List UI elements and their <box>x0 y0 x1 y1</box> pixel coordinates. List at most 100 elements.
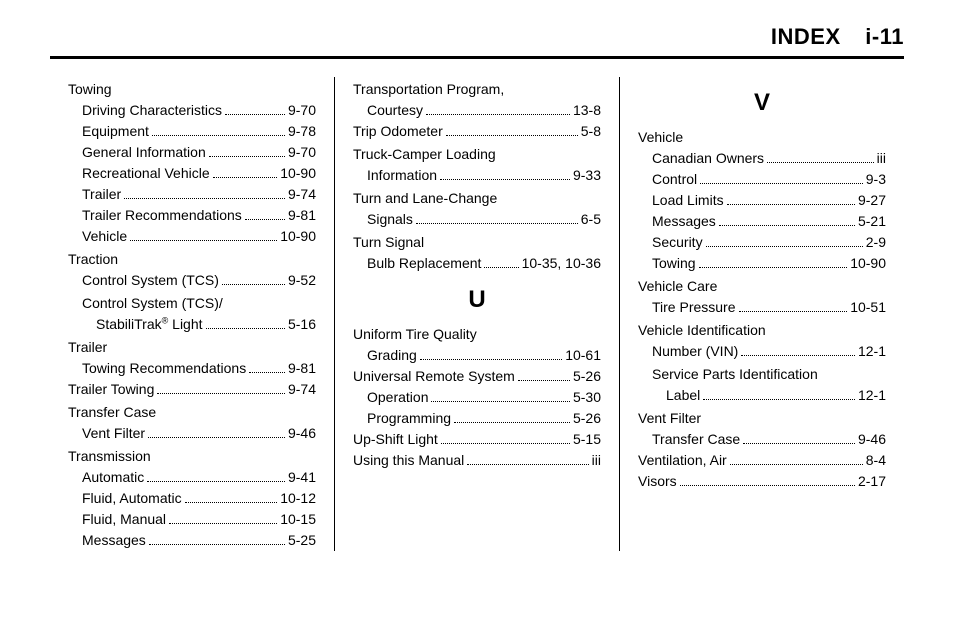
index-group-head: Service Parts Identification <box>638 364 886 385</box>
index-group-head: Vehicle <box>638 127 886 148</box>
leader-dots <box>703 399 855 400</box>
index-group-head: Truck-Camper Loading <box>353 144 601 165</box>
index-entry-label: Label <box>666 385 700 406</box>
index-entry-page: 10-61 <box>565 345 601 366</box>
leader-dots <box>484 267 518 268</box>
index-entry-page: 5-26 <box>573 366 601 387</box>
index-entry-page: 10-12 <box>280 488 316 509</box>
index-entry: General Information 9-70 <box>68 142 316 163</box>
index-entry-label: Recreational Vehicle <box>82 163 210 184</box>
index-entry: Ventilation, Air8-4 <box>638 450 886 471</box>
index-entry: Trailer9-74 <box>68 184 316 205</box>
index-entry: Messages5-21 <box>638 211 886 232</box>
index-entry-label: Visors <box>638 471 677 492</box>
leader-dots <box>149 544 285 545</box>
index-entry-label: Tire Pressure <box>652 297 736 318</box>
leader-dots <box>130 240 277 241</box>
index-entry-page: 9-70 <box>288 142 316 163</box>
index-entry: Vent Filter9-46 <box>68 423 316 444</box>
index-entry-page: 13-8 <box>573 100 601 121</box>
leader-dots <box>209 156 285 157</box>
index-entry-page: 10-15 <box>280 509 316 530</box>
index-group-head: Vent Filter <box>638 408 886 429</box>
index-entry-label: Vehicle <box>82 226 127 247</box>
leader-dots <box>727 204 855 205</box>
index-entry-page: 9-74 <box>288 184 316 205</box>
index-entry: Towing Recommendations 9-81 <box>68 358 316 379</box>
index-entry: Universal Remote System5-26 <box>353 366 601 387</box>
index-entry-page: 9-41 <box>288 467 316 488</box>
index-entry-page: 9-3 <box>866 169 886 190</box>
index-entry: Tire Pressure10-51 <box>638 297 886 318</box>
index-entry-label: Information <box>367 165 437 186</box>
index-entry-label: Signals <box>367 209 413 230</box>
index-group-head: Vehicle Care <box>638 276 886 297</box>
index-entry-page: 5-8 <box>581 121 601 142</box>
leader-dots <box>741 355 855 356</box>
index-entry: Trip Odometer 5-8 <box>353 121 601 142</box>
index-entry-label: Programming <box>367 408 451 429</box>
leader-dots <box>706 246 863 247</box>
index-entry-label: Equipment <box>82 121 149 142</box>
index-entry-label: Control System (TCS) <box>82 270 219 291</box>
index-group-head: Transportation Program, <box>353 79 601 100</box>
index-entry-page: 2-9 <box>866 232 886 253</box>
index-entry: Fluid, Manual10-15 <box>68 509 316 530</box>
index-entry-label: StabiliTrak® Light <box>96 314 203 335</box>
leader-dots <box>225 114 285 115</box>
index-entry-label: Grading <box>367 345 417 366</box>
index-entry: Information9-33 <box>353 165 601 186</box>
leader-dots <box>148 437 285 438</box>
leader-dots <box>213 177 278 178</box>
index-entry-page: 5-15 <box>573 429 601 450</box>
index-entry-page: 9-74 <box>288 379 316 400</box>
index-entry: Courtesy 13-8 <box>353 100 601 121</box>
leader-dots <box>426 114 570 115</box>
page-header: INDEX i-11 <box>50 24 904 59</box>
index-entry-page: 5-16 <box>288 314 316 335</box>
header-index-label: INDEX <box>771 24 841 49</box>
index-entry-page: 2-17 <box>858 471 886 492</box>
index-entry-page: 12-1 <box>858 341 886 362</box>
index-entry-label: Vent Filter <box>82 423 145 444</box>
header-page-number: i-11 <box>865 24 904 49</box>
index-entry-label: Bulb Replacement <box>367 253 481 274</box>
leader-dots <box>185 502 278 503</box>
index-entry-page: 9-81 <box>288 358 316 379</box>
index-entry-page: 10-35, 10-36 <box>522 253 601 274</box>
index-entry-label: Towing Recommendations <box>82 358 246 379</box>
index-entry-label: Trailer Towing <box>68 379 154 400</box>
index-entry-label: General Information <box>82 142 206 163</box>
index-column-3: VVehicleCanadian OwnersiiiControl9-3Load… <box>619 77 904 551</box>
index-column-1: TowingDriving Characteristics9-70Equipme… <box>50 77 334 551</box>
index-entry-label: Automatic <box>82 467 144 488</box>
leader-dots <box>518 380 570 381</box>
index-entry-page: 9-52 <box>288 270 316 291</box>
index-entry-label: Fluid, Automatic <box>82 488 182 509</box>
index-group-head: Uniform Tire Quality <box>353 324 601 345</box>
index-entry: Equipment 9-78 <box>68 121 316 142</box>
index-entry-label: Trip Odometer <box>353 121 443 142</box>
index-entry: Programming5-26 <box>353 408 601 429</box>
index-entry-label: Operation <box>367 387 428 408</box>
index-entry-page: 9-78 <box>288 121 316 142</box>
index-entry: Operation 5-30 <box>353 387 601 408</box>
index-entry: Transfer Case9-46 <box>638 429 886 450</box>
index-entry-page: 5-30 <box>573 387 601 408</box>
leader-dots <box>767 162 874 163</box>
index-entry: Load Limits9-27 <box>638 190 886 211</box>
leader-dots <box>245 219 285 220</box>
index-group-head: Turn Signal <box>353 232 601 253</box>
index-entry-label: Courtesy <box>367 100 423 121</box>
leader-dots <box>743 443 855 444</box>
leader-dots <box>206 328 285 329</box>
index-entry-label: Towing <box>652 253 696 274</box>
index-entry-page: 9-27 <box>858 190 886 211</box>
index-entry: Visors 2-17 <box>638 471 886 492</box>
index-group-head: Vehicle Identification <box>638 320 886 341</box>
leader-dots <box>467 464 588 465</box>
leader-dots <box>440 179 570 180</box>
index-entry-page: 10-90 <box>850 253 886 274</box>
index-entry: Vehicle10-90 <box>68 226 316 247</box>
index-entry-label: Canadian Owners <box>652 148 764 169</box>
